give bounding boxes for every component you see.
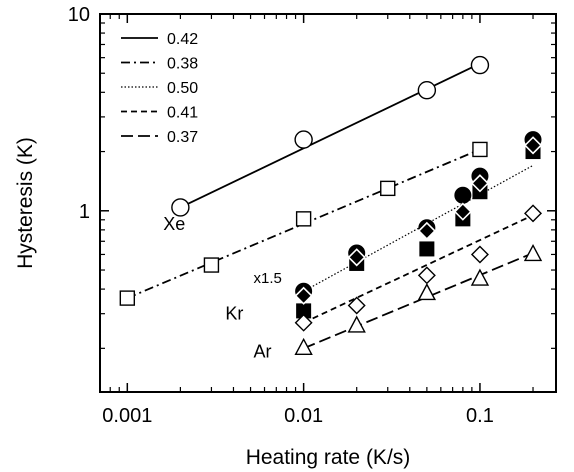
data-point-filled-diamond	[294, 286, 313, 305]
x-tick-label: 0.01	[284, 405, 323, 427]
fit-line-short-dash	[303, 214, 534, 324]
data-point-open-circle	[470, 55, 490, 75]
data-point-filled-circle	[454, 186, 472, 204]
annotation-label: Kr	[225, 304, 243, 324]
data-point-open-circle	[417, 81, 437, 100]
data-point-open-diamond	[524, 204, 543, 223]
data-point-open-circle	[294, 130, 313, 149]
data-point-open-diamond	[294, 313, 313, 332]
data-point-open-triangle	[294, 337, 313, 356]
data-point-open-square	[119, 290, 136, 306]
legend-label: 0.41	[167, 105, 198, 122]
data-point-open-square	[380, 180, 396, 197]
data-point-filled-diamond	[523, 136, 543, 155]
data-point-open-triangle	[347, 315, 366, 333]
data-point-open-triangle	[417, 282, 437, 301]
legend-label: 0.38	[167, 56, 198, 73]
data-point-open-triangle	[523, 243, 543, 262]
plot-frame	[99, 13, 557, 393]
data-point-filled-diamond	[470, 174, 490, 193]
legend-label: 0.42	[167, 31, 198, 48]
legend: 0.42 0.38 0.50 0.41 0.37	[121, 31, 198, 146]
data-point-open-square	[472, 141, 488, 158]
annotations: Xe x1.5 Kr Ar	[163, 214, 282, 361]
fit-line-long-dash	[303, 252, 534, 350]
data-point-filled-diamond	[347, 248, 366, 267]
data-point-open-square	[295, 211, 312, 227]
data-point-open-circle	[171, 198, 190, 217]
fit-line-dotted	[303, 164, 534, 292]
annotation-label: x1.5	[254, 270, 282, 287]
data-point-open-diamond	[347, 296, 366, 315]
data-point-open-triangle	[470, 268, 490, 286]
data-markers	[119, 55, 543, 356]
annotation-label: Xe	[163, 214, 185, 234]
x-axis-title: Heating rate (K/s)	[246, 446, 411, 469]
data-point-filled-diamond	[453, 202, 472, 221]
y-tick-label: 1	[79, 201, 90, 223]
data-point-filled-diamond	[417, 221, 436, 241]
x-tick-label: 0.1	[466, 405, 494, 427]
y-axis-title: Hysteresis (K)	[14, 137, 37, 269]
y-tick-label: 10	[68, 4, 90, 26]
data-point-open-diamond	[470, 245, 489, 264]
axis-ticks: 0.001 0.01 0.1 1 10	[68, 4, 556, 427]
data-point-open-square	[203, 257, 220, 273]
legend-label: 0.50	[167, 80, 198, 97]
annotation-label: Ar	[254, 341, 272, 361]
fit-line-solid	[179, 62, 481, 209]
data-point-open-diamond	[417, 266, 436, 285]
x-tick-label: 0.001	[102, 405, 152, 427]
data-point-filled-square	[419, 241, 435, 257]
legend-label: 0.37	[167, 129, 198, 146]
